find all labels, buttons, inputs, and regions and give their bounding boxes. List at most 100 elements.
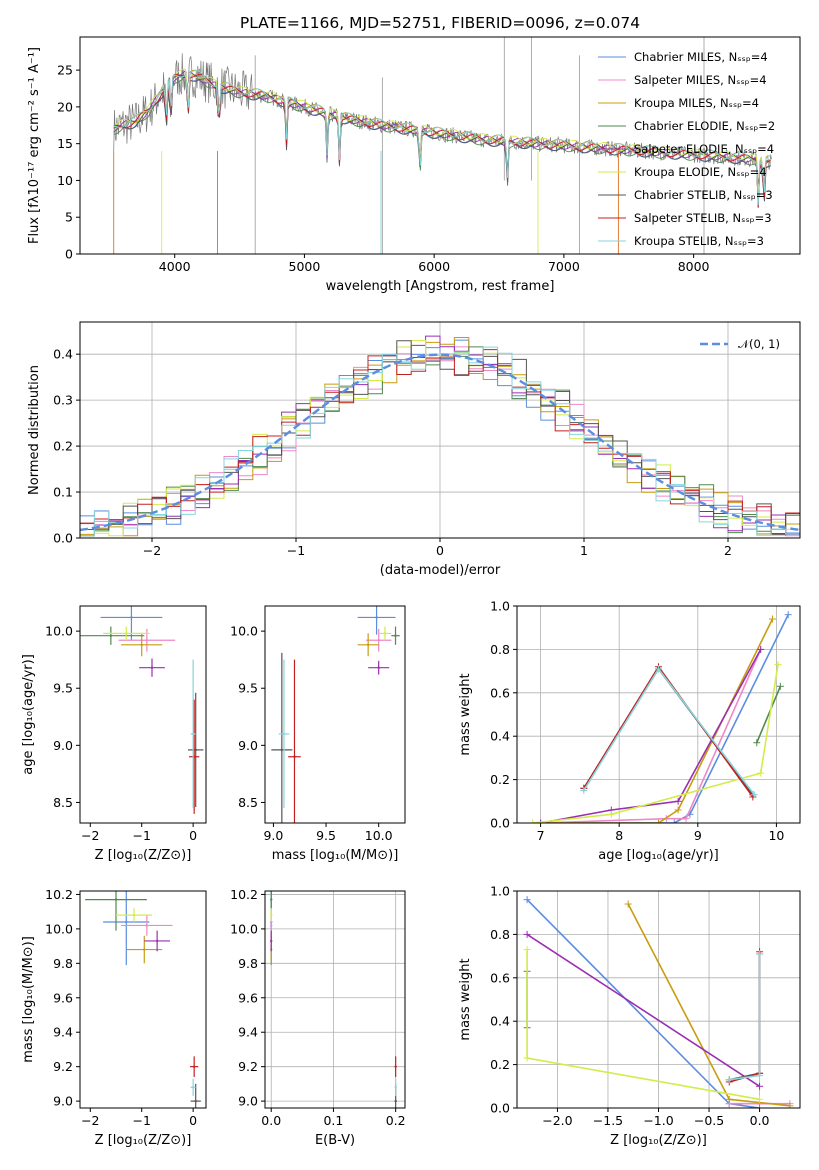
x-tick-label: −2 (143, 543, 161, 558)
age_vs_Z-plot-area (80, 606, 204, 814)
data-point (394, 1065, 397, 1068)
data-point (366, 643, 370, 647)
histogram-chabrier-miles (80, 339, 800, 534)
residuals-plot-area (80, 335, 800, 537)
y-tick-label: 20 (57, 99, 73, 114)
mass_vs_ebv-frame (264, 890, 406, 1109)
x-tick-label: −2 (81, 828, 99, 843)
x-tick-label: 0.0 (261, 1113, 281, 1128)
y-axis-label: Flux [fλ10⁻¹⁷ erg cm⁻² s⁻¹ A⁻¹] (27, 47, 42, 244)
x-tick-label: −1.5 (593, 1113, 623, 1128)
legend-entry: Salpeter STELIB, Nₛₛₚ=3 (634, 211, 772, 225)
y-tick-label: 0.4 (490, 729, 510, 744)
spectrum-legend: Chabrier MILES, Nₛₛₚ=4 Salpeter MILES, Nₛ… (598, 50, 775, 248)
y-tick-label: 15 (57, 136, 73, 151)
series-line (729, 953, 761, 1081)
x-tick-label: 10.0 (365, 828, 393, 843)
legend-entry: Salpeter ELODIE, Nₛₛₚ=4 (634, 142, 774, 156)
mass_vs_ebv-axes: 0.0 0.1 0.2 9.0 9.2 9.4 9.6 9.8 10.0 10.2 E(B-V) (230, 887, 406, 1148)
model-spectrum-chabrier-stelib (113, 74, 771, 207)
y-tick-label: 0 (65, 247, 73, 262)
x-tick-label: 8000 (678, 259, 710, 274)
legend-entry: Kroupa MILES, Nₛₛₚ=4 (634, 96, 759, 110)
y-tick-label: 9.8 (53, 956, 73, 971)
x-tick-label: 6000 (418, 259, 450, 274)
data-point (375, 616, 378, 619)
age_vs_mass-frame (264, 605, 406, 824)
y-tick-label: 10.2 (230, 887, 258, 902)
histogram-kroupa-stelib (80, 346, 800, 537)
y-tick-label: 9.0 (53, 738, 73, 753)
x-tick-label: 0 (436, 543, 444, 558)
y-tick-label: 9.0 (238, 738, 258, 753)
series-line (540, 649, 762, 823)
model-spectrum-kroupa-stelib (113, 70, 771, 206)
series-line (526, 949, 760, 1101)
x-tick-label: −2.0 (542, 1113, 572, 1128)
y-tick-label: 10.0 (230, 624, 258, 639)
y-tick-label: 0.2 (53, 439, 73, 454)
y-tick-label: 9.5 (53, 681, 73, 696)
data-point (194, 1099, 197, 1103)
y-tick-label: 0.8 (490, 642, 510, 657)
age_vs_Z-frame (79, 605, 207, 824)
y-tick-label: 9.2 (53, 1059, 73, 1074)
data-point (377, 666, 380, 669)
x-tick-label: 0.1 (323, 1113, 343, 1128)
data-point (270, 898, 273, 901)
data-point (377, 639, 380, 642)
x-tick-label: −2 (81, 1113, 99, 1128)
massweight_vs_Z-frame (516, 890, 801, 1109)
y-axis-label: mass weight (458, 958, 473, 1040)
y-tick-label: 5 (65, 210, 73, 225)
x-axis-label: age [log₁₀(age/yr)] (598, 848, 719, 863)
series-line (583, 667, 754, 796)
x-axis-label: wavelength [Angstrom, rest frame] (326, 279, 555, 294)
x-tick-label: 0 (189, 828, 197, 843)
series-line (526, 933, 761, 1087)
x-tick-label: 2 (724, 543, 732, 558)
data-point (270, 939, 273, 943)
y-tick-label: 9.4 (238, 1025, 258, 1040)
data-point (145, 924, 149, 927)
y-tick-label: 1.0 (490, 599, 510, 614)
y-tick-label: 0.6 (490, 685, 510, 700)
data-point (125, 920, 128, 924)
x-tick-label: 0 (189, 1113, 197, 1128)
massweight_vs_age-axes: 7 8 9 10 0.0 0.2 0.4 0.6 0.8 1.0 age [log₁₀(age/yr… (458, 599, 801, 863)
x-tick-label: −0.5 (694, 1113, 724, 1128)
y-tick-label: 25 (57, 63, 73, 78)
data-point (270, 924, 273, 927)
y-tick-label: 10 (57, 173, 73, 188)
x-tick-label: 7 (537, 828, 545, 843)
data-point (140, 643, 143, 647)
x-tick-label: 1 (580, 543, 588, 558)
y-tick-label: 0.3 (53, 393, 73, 408)
data-point (394, 1086, 397, 1089)
data-point (191, 1086, 195, 1089)
spectrum-axes: 4000 5000 6000 7000 8000 0 5 10 15 20 25 wavelength… (27, 36, 801, 294)
data-point (132, 913, 136, 917)
y-tick-label: 0.0 (53, 531, 73, 546)
y-tick-label: 9.5 (238, 681, 258, 696)
x-tick-label: −1 (132, 1113, 150, 1128)
x-tick-label: 9.0 (263, 828, 283, 843)
massweight_vs_Z-axes: −2.0 −1.5 −1.0 −0.5 0.0 0.0 0.2 0.4 0.6 0.8 1.0 Z [… (458, 884, 801, 1148)
data-point (394, 634, 397, 637)
massweight_vs_age-frame (516, 605, 801, 824)
series-line (756, 685, 782, 744)
x-tick-label: −1.0 (643, 1113, 673, 1128)
legend-entry: Kroupa ELODIE, Nₛₛₚ=4 (634, 165, 767, 179)
y-tick-label: 0.0 (490, 816, 510, 831)
data-point (192, 1065, 196, 1068)
residuals-legend: 𝒩(0, 1) (700, 337, 780, 351)
data-point (145, 639, 149, 642)
data-point (155, 939, 159, 943)
age_vs_mass-plot-area (271, 606, 400, 823)
x-tick-label: 9.5 (316, 828, 336, 843)
mass_vs_Z-axes: −2 −1 0 9.0 9.2 9.4 9.6 9.8 10.0 10.2 Z [log₁₀(Z/Z… (21, 887, 207, 1148)
legend-entry: Salpeter MILES, Nₛₛₚ=4 (634, 73, 767, 87)
x-tick-label: 7000 (548, 259, 580, 274)
histogram-salpeter-stelib (80, 349, 800, 535)
